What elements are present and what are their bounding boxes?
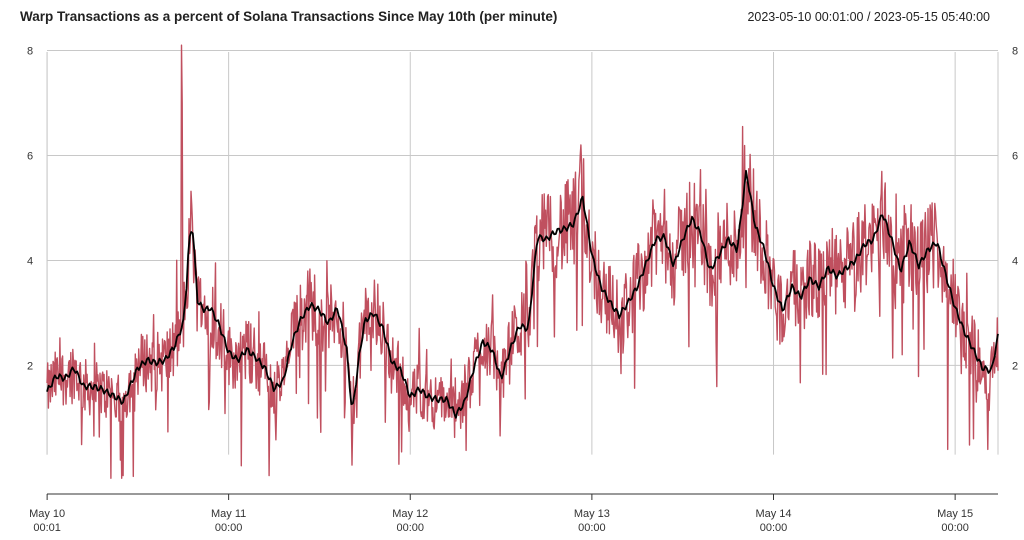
y-tick-label-left-4: 4	[27, 255, 33, 267]
x-tick-label-5: May 15 00:00	[937, 508, 973, 534]
chart-title: Warp Transactions as a percent of Solana…	[20, 9, 558, 24]
x-tick-label-3: May 13 00:00	[574, 508, 610, 534]
smoothed-series-group	[46, 169, 999, 419]
x-tick-label-4: May 14 00:00	[755, 508, 791, 534]
x-tick-label-0: May 10 00:01	[29, 508, 65, 534]
smoothed-series-line	[46, 169, 999, 419]
y-tick-label-right-2: 2	[1012, 360, 1018, 372]
y-tick-label-right-6: 6	[1012, 150, 1018, 162]
axes: 2 2 4 4 6 6 8 8 May 10 00:01 May 11 00:00 May 12 00:0…	[27, 45, 1018, 534]
y-tick-label-left-2: 2	[27, 360, 33, 372]
x-tick-label-2: May 12 00:00	[392, 508, 428, 534]
y-tick-label-left-6: 6	[27, 150, 33, 162]
y-tick-label-right-8: 8	[1012, 45, 1018, 57]
y-tick-label-left-8: 8	[27, 45, 33, 57]
y-tick-label-right-4: 4	[1012, 255, 1018, 267]
time-range-label: 2023-05-10 00:01:00 / 2023-05-15 05:40:0…	[747, 10, 990, 24]
x-tick-label-1: May 11 00:00	[211, 508, 246, 534]
